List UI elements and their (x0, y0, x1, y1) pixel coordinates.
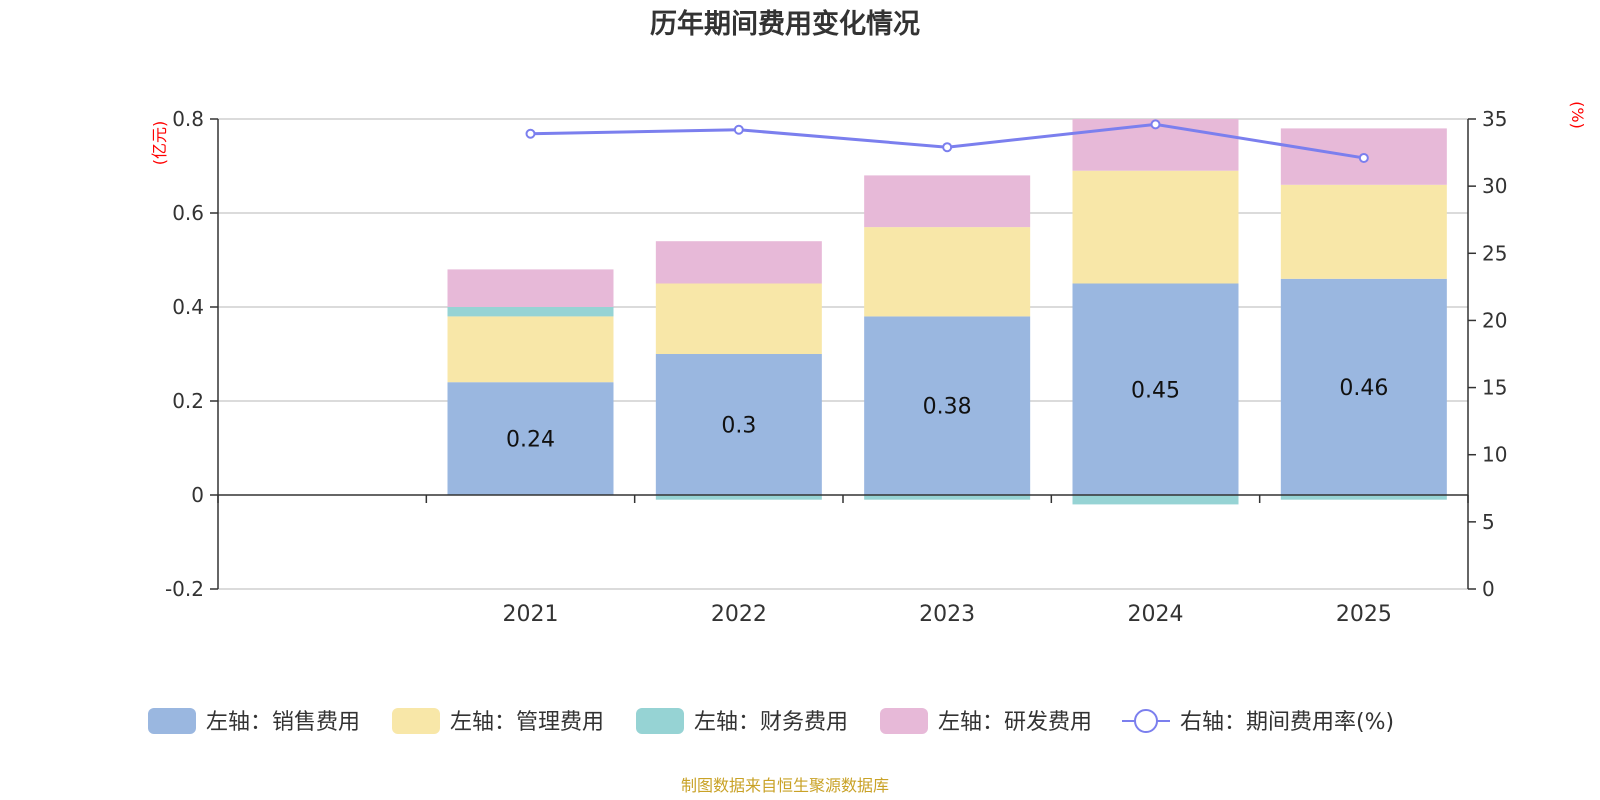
bar-segment (655, 283, 822, 354)
left-tick-label: 0.6 (172, 201, 204, 225)
legend-label: 左轴：财务费用 (694, 710, 848, 735)
rate-point (1358, 152, 1369, 163)
grid-layer (218, 118, 1468, 590)
legend-label: 左轴：研发费用 (938, 710, 1092, 735)
bar-segment (655, 354, 822, 495)
x-tick-label: 2025 (1336, 602, 1392, 627)
chart-title: 历年期间费用变化情况 (650, 8, 920, 40)
bar-segment (864, 175, 1031, 228)
legend-marker (1134, 709, 1158, 733)
bar-segment (447, 382, 614, 495)
right-tick-label: 5 (1482, 510, 1495, 534)
bar-data-label: 0.45 (1131, 378, 1180, 403)
legend-label: 右轴：期间费用率(%) (1180, 710, 1394, 735)
legend-swatch (880, 708, 928, 734)
legend-label: 左轴：管理费用 (450, 710, 604, 735)
bar-segment (864, 316, 1031, 495)
bars-layer (447, 119, 1447, 505)
line-layer (525, 119, 1369, 163)
bar-segment (1280, 495, 1447, 500)
data-source-note: 制图数据来自恒生聚源数据库 (681, 776, 889, 795)
right-tick-label: 25 (1482, 241, 1507, 265)
bar-segment (1072, 283, 1239, 495)
rate-point (1150, 119, 1161, 130)
x-tick-label: 2024 (1128, 602, 1184, 627)
bar-segment (655, 495, 822, 500)
bar-segment (1280, 278, 1447, 495)
legend: 左轴：销售费用 左轴：管理费用 左轴：财务费用 左轴：研发费用 右轴：期间费用率(%) (148, 708, 1394, 735)
bar-segment (1280, 184, 1447, 279)
rate-line (530, 122, 1365, 160)
right-tick-label: 0 (1482, 577, 1495, 601)
left-tick-label: 0 (191, 483, 204, 507)
bar-data-label: 0.46 (1339, 376, 1388, 401)
bar-data-label: 0.3 (721, 414, 756, 439)
right-tick-label: 10 (1482, 443, 1507, 467)
bar-segment (864, 227, 1031, 317)
right-axis-unit: (%) (1568, 101, 1587, 129)
x-tick-label: 2021 (503, 602, 559, 627)
bar-segment (447, 316, 614, 383)
left-axis-unit: (亿元) (150, 121, 169, 166)
rate-point (525, 128, 536, 139)
bar-segment (655, 241, 822, 284)
bar-segment (447, 307, 614, 317)
left-tick-label: 0.2 (172, 389, 204, 413)
left-tick-label: 0.8 (172, 107, 204, 131)
legend-label: 左轴：销售费用 (206, 710, 360, 735)
left-tick-label: -0.2 (165, 577, 204, 601)
bar-segment (447, 269, 614, 307)
labels-layer: 0.24 0.3 0.38 0.45 0.46 (506, 376, 1388, 453)
x-tick-label: 2022 (711, 602, 767, 627)
rate-point (942, 142, 953, 153)
legend-swatch (636, 708, 684, 734)
right-tick-label: 15 (1482, 376, 1507, 400)
bar-segment (864, 495, 1031, 500)
rate-point (733, 124, 744, 135)
left-tick-label: 0.4 (172, 295, 204, 319)
legend-swatch (392, 708, 440, 734)
bar-data-label: 0.24 (506, 428, 555, 453)
legend-swatch (148, 708, 196, 734)
bar-segment (1072, 495, 1239, 505)
right-tick-label: 35 (1482, 107, 1507, 131)
right-tick-label: 30 (1482, 174, 1507, 198)
bar-segment (1072, 170, 1239, 284)
bar-data-label: 0.38 (923, 395, 972, 420)
x-tick-label: 2023 (919, 602, 975, 627)
right-tick-label: 20 (1482, 308, 1507, 332)
